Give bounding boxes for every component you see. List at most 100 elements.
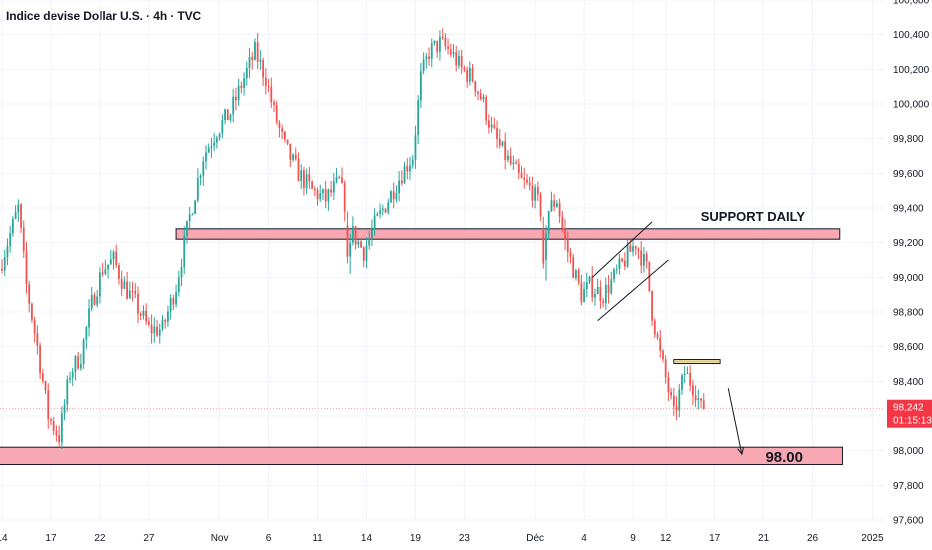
candle bbox=[449, 43, 452, 57]
candle bbox=[11, 216, 14, 238]
candle bbox=[501, 140, 504, 147]
candle bbox=[330, 180, 333, 197]
candle bbox=[346, 211, 349, 264]
candle bbox=[591, 266, 594, 303]
candle bbox=[126, 271, 129, 300]
candle bbox=[479, 88, 482, 101]
candle bbox=[128, 281, 131, 299]
candle bbox=[542, 216, 545, 269]
candle bbox=[526, 173, 528, 185]
candle bbox=[441, 28, 444, 41]
candle bbox=[245, 61, 248, 86]
candle bbox=[433, 40, 436, 46]
candle bbox=[490, 116, 493, 133]
y-tick-label: 100,400 bbox=[893, 30, 930, 41]
candle bbox=[675, 396, 678, 421]
candle bbox=[447, 38, 449, 55]
candle bbox=[384, 208, 387, 214]
candle bbox=[634, 245, 637, 256]
candle bbox=[264, 68, 267, 95]
time-axis[interactable]: 14 17 22 27 Nov 6 11 14 19 23 Déc 4 9 12 17 21 26 2025 bbox=[0, 533, 884, 544]
candle bbox=[188, 207, 191, 231]
candle bbox=[294, 147, 297, 161]
channel-upper-line[interactable] bbox=[591, 221, 653, 278]
candle bbox=[588, 275, 591, 285]
candle bbox=[477, 90, 479, 101]
annotations: SUPPORT DAILY 98.00 bbox=[0, 209, 884, 466]
candle bbox=[604, 277, 607, 310]
support-daily-zone[interactable] bbox=[175, 228, 841, 240]
y-tick-label: 99,000 bbox=[893, 273, 924, 284]
candle bbox=[368, 230, 371, 250]
candle bbox=[25, 241, 28, 294]
candle bbox=[33, 316, 36, 343]
candle bbox=[131, 281, 134, 302]
candle bbox=[221, 114, 224, 139]
candle bbox=[596, 278, 599, 295]
candle bbox=[96, 289, 99, 308]
candle bbox=[406, 158, 409, 180]
x-tick-label: 22 bbox=[94, 533, 106, 544]
candle bbox=[585, 272, 588, 298]
candle bbox=[31, 302, 33, 323]
candle bbox=[224, 108, 226, 125]
candle bbox=[183, 226, 186, 275]
candle bbox=[313, 186, 316, 197]
y-tick-label: 99,800 bbox=[893, 134, 924, 145]
candle bbox=[425, 52, 428, 69]
candle bbox=[702, 393, 705, 410]
candle bbox=[305, 168, 308, 195]
candle bbox=[112, 249, 115, 270]
candle bbox=[577, 267, 580, 286]
candle bbox=[28, 280, 31, 313]
candle bbox=[289, 143, 292, 168]
candle bbox=[691, 379, 694, 406]
candle bbox=[468, 61, 471, 86]
candle bbox=[251, 51, 254, 70]
last-price-tag[interactable]: 98,242 01:15:13 bbox=[887, 399, 932, 428]
candle bbox=[161, 315, 164, 332]
candle bbox=[286, 139, 289, 146]
chart-title: Indice devise Dollar U.S. · 4h · TVC bbox=[6, 9, 202, 23]
candle bbox=[351, 216, 354, 246]
candle bbox=[202, 156, 205, 187]
candle bbox=[292, 152, 294, 163]
candle bbox=[90, 286, 93, 312]
candles bbox=[1, 28, 705, 449]
candle bbox=[362, 246, 365, 268]
candle bbox=[303, 166, 305, 196]
candle bbox=[463, 65, 466, 73]
candle bbox=[414, 125, 417, 169]
candle bbox=[392, 182, 395, 209]
candle bbox=[517, 158, 520, 180]
candle bbox=[153, 317, 156, 343]
candle bbox=[297, 152, 300, 182]
candle bbox=[575, 269, 577, 281]
candle bbox=[623, 252, 626, 271]
y-tick-label: 100,000 bbox=[893, 100, 930, 111]
candle bbox=[273, 99, 275, 113]
candle bbox=[474, 80, 477, 97]
forecast-arrow[interactable] bbox=[727, 388, 743, 455]
candle bbox=[74, 354, 77, 381]
price-axis[interactable]: 97,60097,80098,00098,20098,40098,60098,8… bbox=[887, 0, 932, 527]
candle bbox=[360, 239, 362, 248]
candle bbox=[504, 132, 507, 170]
x-tick-label: 17 bbox=[709, 533, 721, 544]
candle bbox=[672, 387, 675, 416]
x-tick-label: 9 bbox=[630, 533, 636, 544]
candle bbox=[120, 270, 123, 297]
candle bbox=[398, 171, 401, 202]
candle bbox=[395, 185, 398, 203]
candle bbox=[6, 238, 9, 266]
candle bbox=[632, 237, 634, 257]
target-zone[interactable] bbox=[0, 446, 843, 466]
candle bbox=[553, 194, 556, 212]
candle bbox=[534, 184, 537, 209]
y-tick-label: 99,200 bbox=[893, 238, 924, 249]
candle bbox=[311, 180, 313, 190]
channel-lower-line[interactable] bbox=[597, 259, 669, 322]
candle bbox=[22, 220, 25, 258]
candle bbox=[411, 155, 414, 169]
